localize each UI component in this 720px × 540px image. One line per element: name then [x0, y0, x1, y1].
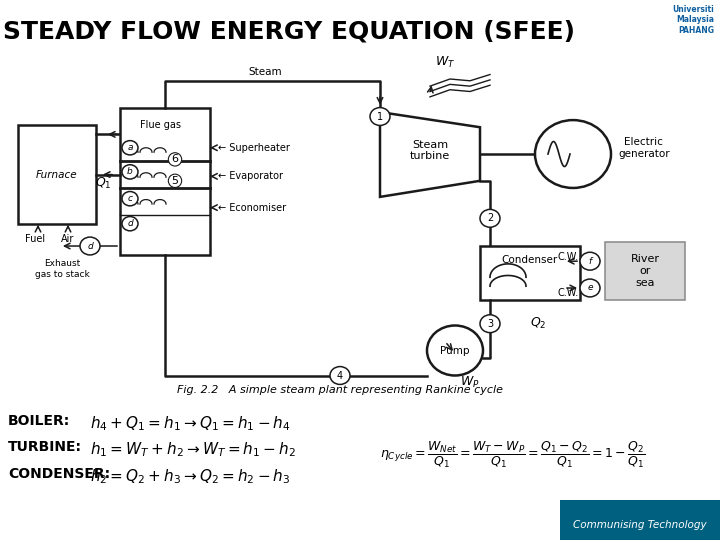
Text: b: b [127, 167, 133, 177]
FancyBboxPatch shape [18, 125, 96, 224]
Circle shape [580, 279, 600, 297]
Text: c: c [127, 194, 132, 203]
Polygon shape [380, 112, 480, 197]
Circle shape [330, 367, 350, 384]
Text: 6: 6 [171, 154, 179, 164]
FancyBboxPatch shape [480, 246, 580, 300]
Text: $h_2 = Q_2 + h_3 \rightarrow Q_2 = h_2 - h_3$: $h_2 = Q_2 + h_3 \rightarrow Q_2 = h_2 -… [90, 467, 290, 486]
Text: C.W.: C.W. [557, 288, 578, 298]
Circle shape [427, 326, 483, 375]
Circle shape [122, 165, 138, 179]
Circle shape [480, 315, 500, 333]
Text: TURBINE:: TURBINE: [8, 440, 82, 454]
Circle shape [535, 120, 611, 188]
Text: Flue gas: Flue gas [140, 120, 181, 130]
FancyBboxPatch shape [120, 107, 210, 255]
Text: STEADY FLOW ENERGY EQUATION (SFEE): STEADY FLOW ENERGY EQUATION (SFEE) [3, 19, 575, 43]
Text: e: e [588, 284, 593, 293]
Text: Condenser: Condenser [502, 255, 558, 265]
Circle shape [370, 107, 390, 125]
Text: $h_1 = W_T + h_2 \rightarrow W_T = h_1 - h_2$: $h_1 = W_T + h_2 \rightarrow W_T = h_1 -… [90, 440, 296, 459]
Text: d: d [87, 241, 93, 251]
Text: ← Evaporator: ← Evaporator [218, 171, 283, 181]
Text: Electric
generator: Electric generator [618, 137, 670, 159]
Text: $W_T$: $W_T$ [435, 55, 455, 70]
Text: $Q_1$: $Q_1$ [96, 176, 112, 191]
Text: $\eta_{Cycle} = \dfrac{W_{Net}}{Q_1} = \dfrac{W_T - W_P}{Q_1} = \dfrac{Q_1 - Q_2: $\eta_{Cycle} = \dfrac{W_{Net}}{Q_1} = \… [380, 440, 646, 470]
Text: Exhaust
gas to stack: Exhaust gas to stack [35, 259, 89, 279]
Text: Steam
turbine: Steam turbine [410, 140, 450, 161]
Text: 5: 5 [171, 176, 179, 186]
Text: Pump: Pump [440, 346, 469, 355]
Text: 3: 3 [487, 319, 493, 329]
Text: $W_P$: $W_P$ [460, 375, 480, 390]
Text: $h_3 + W_P = h_4 \rightarrow W_P = h_4 - h_3$: $h_3 + W_P = h_4 \rightarrow W_P = h_4 -… [90, 512, 296, 530]
Text: ← Superheater: ← Superheater [218, 143, 290, 153]
Text: $h_4 + Q_1 = h_1 \rightarrow Q_1 = h_1 - h_4$: $h_4 + Q_1 = h_1 \rightarrow Q_1 = h_1 -… [90, 414, 291, 433]
FancyBboxPatch shape [560, 500, 720, 540]
Text: Fig. 2.2   A simple steam plant representing Rankine cycle: Fig. 2.2 A simple steam plant representi… [177, 385, 503, 395]
Text: 2: 2 [487, 213, 493, 224]
Text: Communising Technology: Communising Technology [573, 520, 707, 530]
Text: 1: 1 [377, 112, 383, 122]
Circle shape [480, 210, 500, 227]
Text: a: a [127, 143, 132, 152]
Text: f: f [588, 256, 592, 266]
Circle shape [122, 192, 138, 206]
Text: $Q_2$: $Q_2$ [530, 316, 546, 331]
Text: CONDENSER:: CONDENSER: [8, 467, 110, 481]
Text: d: d [127, 219, 133, 228]
Text: Steam: Steam [248, 67, 282, 77]
Circle shape [580, 252, 600, 270]
FancyBboxPatch shape [605, 241, 685, 300]
Text: C.W.: C.W. [557, 252, 578, 262]
Text: BOILER:: BOILER: [8, 414, 71, 428]
Circle shape [122, 217, 138, 231]
Circle shape [122, 140, 138, 155]
Text: Fuel: Fuel [25, 234, 45, 245]
Text: River
or
sea: River or sea [631, 254, 660, 288]
Text: PUMP:: PUMP: [8, 512, 59, 525]
Text: ← Economiser: ← Economiser [218, 202, 286, 213]
Circle shape [80, 237, 100, 255]
Text: 4: 4 [337, 370, 343, 381]
Text: Universiti
Malaysia
PAHANG: Universiti Malaysia PAHANG [672, 5, 714, 35]
Text: Air: Air [61, 234, 75, 245]
Text: Furnace: Furnace [36, 170, 78, 180]
